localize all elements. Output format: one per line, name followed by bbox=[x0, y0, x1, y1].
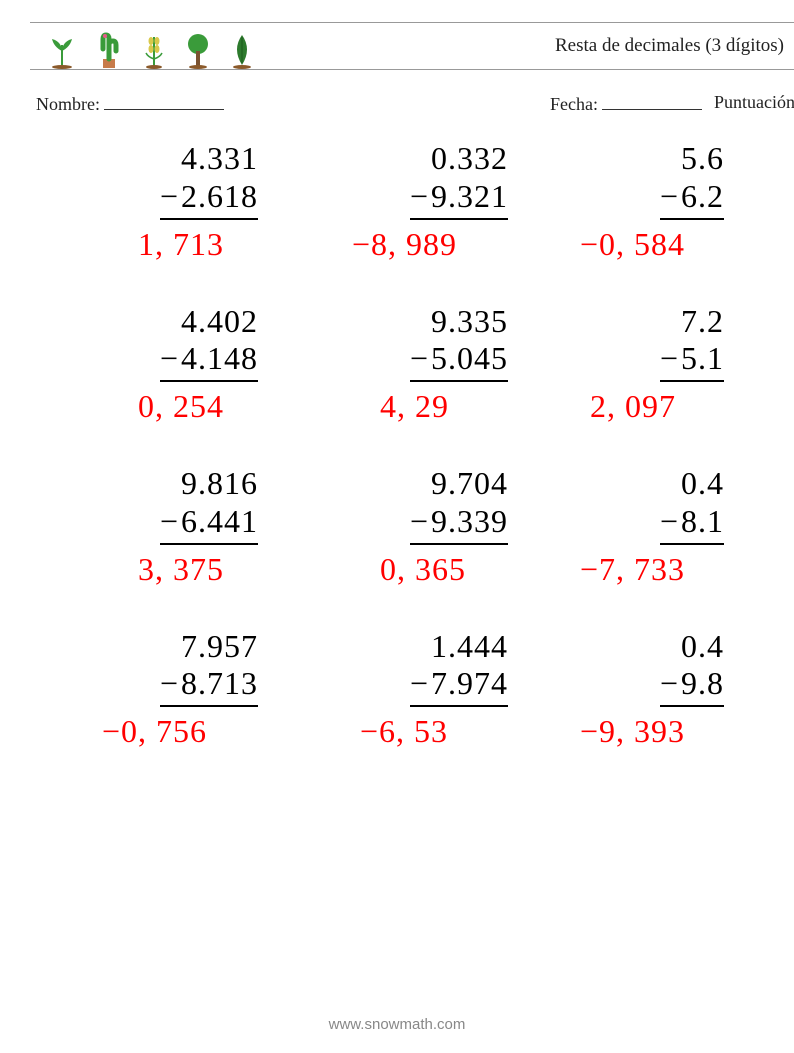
minuend: 4.331 bbox=[160, 140, 258, 178]
subtrahend: −4.148 bbox=[160, 340, 258, 382]
answer-wrap: −8, 989 bbox=[310, 226, 560, 263]
answer-wrap: 0, 254 bbox=[60, 388, 310, 425]
leaf-icon bbox=[230, 31, 254, 69]
answer-wrap: 4, 29 bbox=[310, 388, 560, 425]
answer-wrap: 0, 365 bbox=[310, 551, 560, 588]
problem: 5.6−6.2 −0, 584 bbox=[560, 140, 794, 263]
name-label: Nombre: bbox=[36, 94, 100, 114]
problem-row: 4.331−2.6181, 7130.332−9.321−8, 9895.6−6… bbox=[60, 140, 794, 263]
answer: 0, 365 bbox=[380, 551, 560, 588]
subtrahend: −9.8 bbox=[660, 665, 724, 707]
subtrahend: −7.974 bbox=[410, 665, 508, 707]
answer: −6, 53 bbox=[360, 713, 560, 750]
date-blank bbox=[602, 92, 702, 110]
minuend: 9.704 bbox=[410, 465, 508, 503]
header-icons bbox=[48, 23, 254, 69]
answer: −9, 393 bbox=[580, 713, 794, 750]
problem: 4.331−2.618 1, 713 bbox=[60, 140, 310, 263]
subtrahend: −6.2 bbox=[660, 178, 724, 220]
problem-stack: 5.6−6.2 bbox=[660, 140, 724, 220]
subtrahend: −2.618 bbox=[160, 178, 258, 220]
problem: 0.4−8.1 −7, 733 bbox=[560, 465, 794, 588]
problem: 1.444−7.974 −6, 53 bbox=[310, 628, 560, 751]
minuend: 0.4 bbox=[660, 628, 724, 666]
problem: 9.704−9.339 0, 365 bbox=[310, 465, 560, 588]
answer: 1, 713 bbox=[138, 226, 310, 263]
minuend: 7.2 bbox=[660, 303, 724, 341]
minuend: 1.444 bbox=[410, 628, 508, 666]
problem-row: 4.402−4.1480, 2549.335−5.0454, 297.2−5.1… bbox=[60, 303, 794, 426]
problem: 9.816−6.441 3, 375 bbox=[60, 465, 310, 588]
answer: 2, 097 bbox=[590, 388, 794, 425]
problem: 9.335−5.045 4, 29 bbox=[310, 303, 560, 426]
minuend: 9.335 bbox=[410, 303, 508, 341]
subtrahend: −6.441 bbox=[160, 503, 258, 545]
problem: 7.957−8.713 −0, 756 bbox=[60, 628, 310, 751]
answer: −0, 756 bbox=[102, 713, 310, 750]
problem-stack: 0.4−8.1 bbox=[660, 465, 724, 545]
answer: 4, 29 bbox=[380, 388, 560, 425]
problems-grid: 4.331−2.6181, 7130.332−9.321−8, 9895.6−6… bbox=[60, 140, 794, 790]
answer-wrap: −7, 733 bbox=[560, 551, 794, 588]
date-label: Fecha: bbox=[550, 94, 598, 114]
subtrahend: −8.713 bbox=[160, 665, 258, 707]
minuend: 7.957 bbox=[160, 628, 258, 666]
problem-stack: 9.816−6.441 bbox=[160, 465, 258, 545]
problem-stack: 9.704−9.339 bbox=[410, 465, 508, 545]
answer: −7, 733 bbox=[580, 551, 794, 588]
problem-stack: 9.335−5.045 bbox=[410, 303, 508, 383]
name-blank bbox=[104, 92, 224, 110]
header-bar: Resta de decimales (3 dígitos) bbox=[30, 22, 794, 70]
subtrahend: −5.045 bbox=[410, 340, 508, 382]
sprout-icon bbox=[48, 31, 76, 69]
problem-stack: 0.332−9.321 bbox=[410, 140, 508, 220]
minuend: 0.332 bbox=[410, 140, 508, 178]
answer: −8, 989 bbox=[352, 226, 560, 263]
problem-stack: 4.331−2.618 bbox=[160, 140, 258, 220]
minuend: 9.816 bbox=[160, 465, 258, 503]
name-field: Nombre: bbox=[36, 92, 224, 115]
problem-stack: 0.4−9.8 bbox=[660, 628, 724, 708]
problem-stack: 7.2−5.1 bbox=[660, 303, 724, 383]
problem: 7.2−5.1 2, 097 bbox=[560, 303, 794, 426]
subtrahend: −8.1 bbox=[660, 503, 724, 545]
answer: 0, 254 bbox=[138, 388, 310, 425]
problem: 0.332−9.321 −8, 989 bbox=[310, 140, 560, 263]
cactus-icon bbox=[94, 31, 124, 69]
footer-url: www.snowmath.com bbox=[0, 1016, 794, 1033]
problem: 4.402−4.148 0, 254 bbox=[60, 303, 310, 426]
subtrahend: −5.1 bbox=[660, 340, 724, 382]
answer-wrap: −9, 393 bbox=[560, 713, 794, 750]
minuend: 5.6 bbox=[660, 140, 724, 178]
problem-row: 9.816−6.4413, 3759.704−9.3390, 3650.4−8.… bbox=[60, 465, 794, 588]
problem: 0.4−9.8 −9, 393 bbox=[560, 628, 794, 751]
score-field: Puntuación: bbox=[714, 92, 794, 113]
date-field: Fecha: bbox=[550, 92, 702, 115]
tree-icon bbox=[184, 31, 212, 69]
problem-stack: 7.957−8.713 bbox=[160, 628, 258, 708]
subtrahend: −9.339 bbox=[410, 503, 508, 545]
answer-wrap: −0, 756 bbox=[60, 713, 310, 750]
answer-wrap: 1, 713 bbox=[60, 226, 310, 263]
subtrahend: −9.321 bbox=[410, 178, 508, 220]
answer: 3, 375 bbox=[138, 551, 310, 588]
minuend: 0.4 bbox=[660, 465, 724, 503]
answer: −0, 584 bbox=[580, 226, 794, 263]
problem-stack: 4.402−4.148 bbox=[160, 303, 258, 383]
worksheet-title: Resta de decimales (3 dígitos) bbox=[555, 35, 784, 57]
score-label: Puntuación: bbox=[714, 92, 794, 112]
minuend: 4.402 bbox=[160, 303, 258, 341]
wheat-icon bbox=[142, 31, 166, 69]
answer-wrap: 3, 375 bbox=[60, 551, 310, 588]
problem-stack: 1.444−7.974 bbox=[410, 628, 508, 708]
answer-wrap: 2, 097 bbox=[560, 388, 794, 425]
answer-wrap: −0, 584 bbox=[560, 226, 794, 263]
answer-wrap: −6, 53 bbox=[310, 713, 560, 750]
problem-row: 7.957−8.713−0, 7561.444−7.974−6, 530.4−9… bbox=[60, 628, 794, 751]
